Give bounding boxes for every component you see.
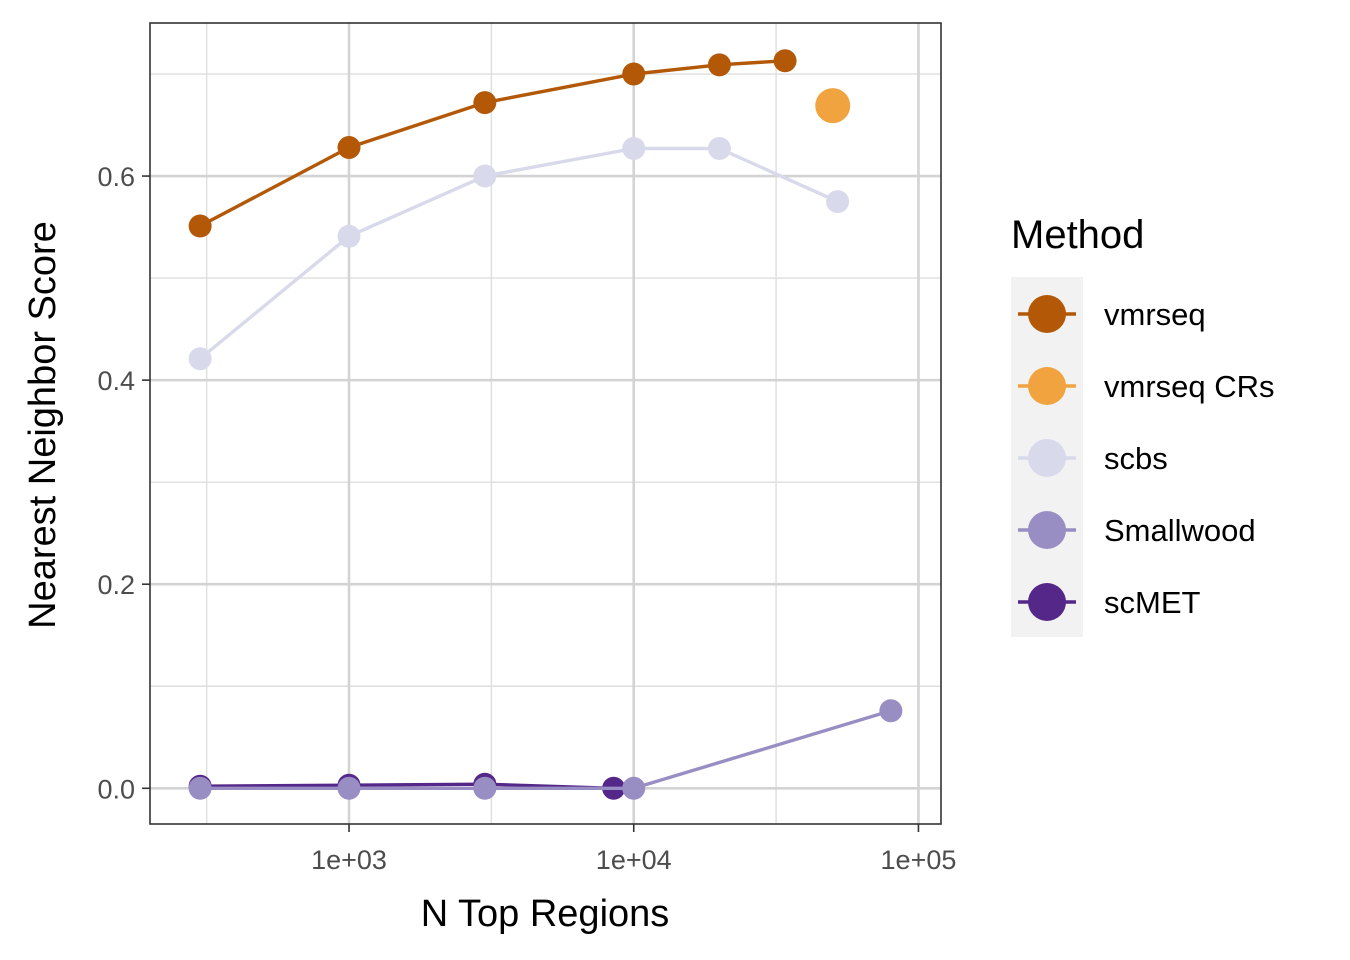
grid-major: [150, 23, 941, 824]
data-point: [707, 53, 731, 77]
data-point: [188, 347, 212, 371]
series-line: [200, 782, 614, 790]
data-point: [188, 214, 212, 238]
legend-key-point: [1028, 511, 1066, 549]
legend: Method vmrseq vmrseq CRs scbs Smallwood scME…: [1011, 213, 1275, 637]
data-point: [473, 776, 497, 800]
legend-key-point: [1028, 583, 1066, 621]
y-tick-label: 0.0: [97, 774, 135, 804]
series-line: [200, 709, 892, 790]
legend-label: scbs: [1104, 441, 1168, 476]
x-tick-label: 1e+04: [596, 845, 672, 875]
series-smallwood: [188, 699, 903, 800]
data-point: [622, 137, 646, 161]
y-tick-label: 0.4: [97, 366, 135, 396]
y-tick-label: 0.6: [97, 162, 135, 192]
legend-label: Smallwood: [1104, 513, 1256, 548]
grid-minor: [150, 23, 941, 824]
legend-key-point: [1028, 295, 1066, 333]
x-axis-title: N Top Regions: [421, 893, 670, 935]
data-point: [826, 190, 850, 214]
data-point: [622, 776, 646, 800]
legend-item: vmrseq CRs: [1018, 367, 1275, 405]
x-tick-label: 1e+05: [881, 845, 957, 875]
y-tick-label: 0.2: [97, 570, 135, 600]
series-scmet: [188, 772, 626, 800]
legend-item: vmrseq: [1018, 295, 1206, 333]
data-point: [337, 776, 361, 800]
data-point: [473, 164, 497, 188]
data-point: [337, 135, 361, 159]
panel-border: [149, 22, 942, 825]
data-point: [188, 776, 212, 800]
series-layer: [188, 49, 903, 800]
data-point: [473, 91, 497, 115]
y-axis-title: Nearest Neighbor Score: [22, 221, 64, 629]
legend-item: Smallwood: [1018, 511, 1256, 549]
legend-item: scMET: [1018, 583, 1201, 621]
legend-key-point: [1028, 439, 1066, 477]
legend-item: scbs: [1018, 439, 1168, 477]
data-point: [707, 137, 731, 161]
series-vmrseq: [188, 49, 797, 238]
legend-key-point: [1028, 367, 1066, 405]
legend-label: vmrseq CRs: [1104, 369, 1275, 404]
data-point: [879, 699, 903, 723]
data-point: [622, 62, 646, 86]
series-line: [199, 59, 786, 228]
series-scbs: [188, 137, 850, 371]
series-line: [199, 146, 839, 361]
series-vmrseq-crs: [815, 88, 851, 124]
legend-title: Method: [1011, 213, 1144, 257]
x-tick-label: 1e+03: [311, 845, 387, 875]
data-point: [815, 88, 851, 124]
data-point: [337, 224, 361, 248]
data-point: [773, 49, 797, 73]
axis-ticks: [142, 175, 920, 832]
legend-label: scMET: [1104, 585, 1201, 620]
legend-label: vmrseq: [1104, 297, 1206, 332]
tick-labels: 1e+03 1e+04 1e+05 0.0 0.2 0.4 0.6: [97, 162, 956, 875]
